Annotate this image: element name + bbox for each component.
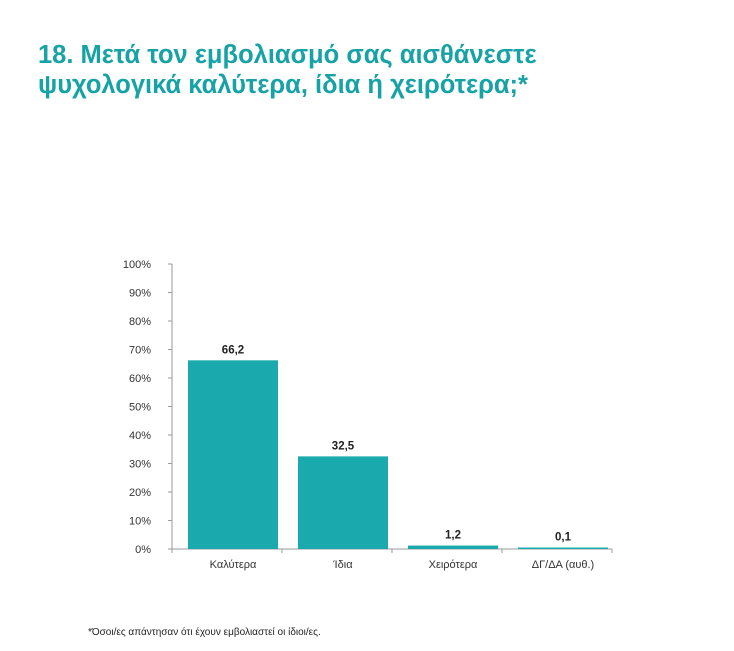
page-title-line-2: ψυχολογικά καλύτερα, ίδια ή χειρότερα;*: [38, 71, 528, 99]
y-tick-label: 40%: [129, 430, 151, 442]
y-tick-label: 0%: [135, 544, 151, 556]
bar: [298, 456, 388, 549]
bar: [518, 547, 608, 549]
page-title-line-1: 18. Μετά τον εμβολιασμό σας αισθάνεστε: [38, 41, 537, 69]
y-tick-label: 90%: [129, 288, 151, 300]
bar: [188, 360, 278, 549]
y-tick-label: 20%: [129, 487, 151, 499]
y-tick-label: 30%: [129, 459, 151, 471]
y-tick-label: 80%: [129, 316, 151, 328]
x-tick-label: Ίδια: [332, 559, 353, 571]
bar-value-label: 32,5: [332, 440, 355, 452]
bar-value-label: 66,2: [222, 344, 244, 356]
x-tick-label: ΔΓ/ΔΑ (αυθ.): [532, 559, 594, 571]
page-title: 18. Μετά τον εμβολιασμό σας αισθάνεστε ψ…: [38, 40, 698, 100]
y-tick-label: 60%: [129, 373, 151, 385]
y-tick-label: 10%: [129, 516, 151, 528]
x-tick-label: Καλύτερα: [210, 559, 257, 571]
bar-value-label: 1,2: [445, 530, 461, 542]
bar-value-label: 0,1: [555, 532, 572, 544]
bar: [408, 545, 498, 549]
footnote: *Όσοι/ες απάντησαν ότι έχουν εμβολιαστεί…: [88, 627, 321, 638]
y-tick-label: 70%: [129, 345, 151, 357]
y-tick-label: 100%: [123, 259, 151, 271]
y-tick-label: 50%: [129, 402, 151, 414]
x-tick-label: Χειρότερα: [429, 559, 478, 571]
